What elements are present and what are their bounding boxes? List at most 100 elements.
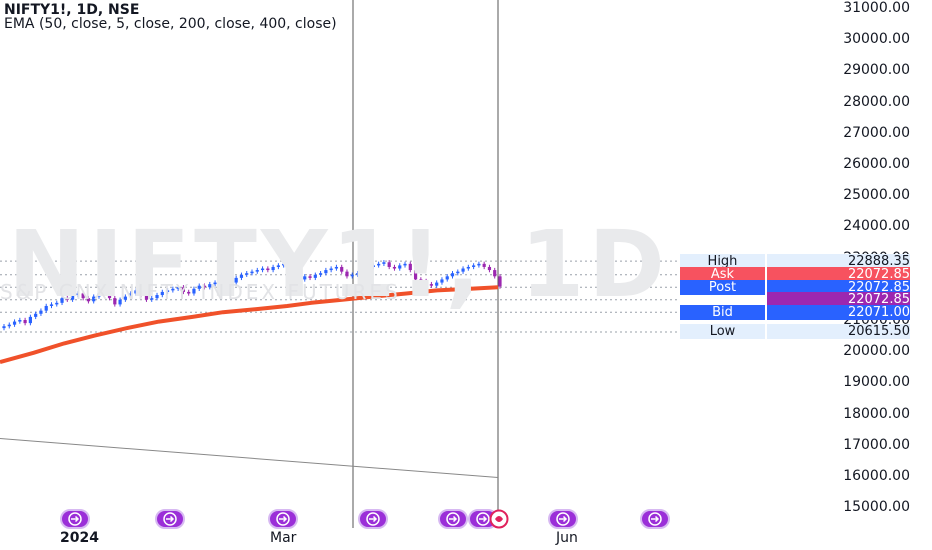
candle [345, 271, 349, 277]
price-tag-label: Bid [680, 304, 765, 320]
candle [435, 282, 439, 286]
candle [102, 291, 106, 294]
candle [218, 281, 222, 283]
candle [60, 298, 64, 303]
candle [81, 293, 85, 299]
candle [49, 304, 54, 306]
event-arrow-icon[interactable] [640, 509, 670, 529]
candle [55, 302, 59, 305]
candle [187, 291, 191, 294]
candle [76, 293, 80, 296]
price-tag-value: 20615.50 [767, 324, 910, 340]
price-tag-value: 22071.00 [767, 304, 910, 320]
candle [387, 262, 391, 267]
candle [487, 266, 492, 271]
candle [413, 270, 418, 280]
candle [197, 285, 201, 289]
candle [165, 290, 170, 292]
candle [260, 268, 265, 271]
candle [350, 274, 354, 277]
candle [287, 263, 291, 266]
candle [2, 326, 6, 329]
candle [139, 290, 143, 296]
candle [419, 279, 423, 281]
candle [271, 266, 275, 271]
price-tag-label: Post [680, 279, 765, 295]
y-tick-label: 28000.00 [843, 93, 910, 110]
x-tick-label: Jun [556, 530, 578, 546]
candle [266, 268, 270, 271]
candle [245, 273, 249, 275]
candle [424, 281, 428, 285]
candle [371, 265, 375, 267]
description-watermark: S&P CNX NIFTY INDEX FUTURES [0, 280, 401, 304]
candle [392, 266, 397, 269]
candle [329, 268, 333, 271]
candle [39, 310, 43, 314]
candle [12, 321, 17, 325]
candle [318, 273, 323, 275]
candle [34, 313, 38, 317]
candle [23, 320, 27, 324]
candle [92, 296, 96, 302]
candle [7, 324, 11, 327]
candle [208, 284, 212, 288]
candle [28, 316, 32, 324]
price-tag-value: 22072.85 [767, 292, 910, 308]
candle [445, 276, 449, 280]
earnings-icon[interactable] [486, 509, 512, 529]
candle [276, 265, 280, 267]
candle [192, 288, 196, 294]
candle [340, 266, 344, 272]
y-tick-label: 30000.00 [843, 31, 910, 48]
event-arrow-icon[interactable] [438, 509, 468, 529]
candle [224, 279, 228, 281]
ema-line [0, 285, 499, 365]
candle [292, 265, 296, 274]
candle [303, 276, 307, 280]
candle [493, 270, 497, 277]
candle [403, 263, 407, 266]
candle [472, 265, 476, 267]
y-tick-label: 29000.00 [843, 62, 910, 79]
price-tag-value: 22072.85 [767, 279, 910, 295]
price-tag-label: High [680, 253, 765, 269]
candle [181, 287, 186, 292]
event-arrow-icon[interactable] [548, 509, 578, 529]
candle [334, 266, 339, 269]
candle [308, 276, 312, 278]
candle [113, 298, 117, 305]
event-arrow-icon[interactable] [60, 509, 90, 529]
event-arrow-icon[interactable] [268, 509, 298, 529]
candle [456, 271, 460, 274]
candle [250, 271, 254, 274]
candle [297, 273, 302, 280]
price-tag-value: 22072.85 [767, 267, 910, 283]
candle [408, 263, 412, 271]
candle [355, 273, 360, 275]
candle [255, 270, 259, 272]
candle [202, 285, 207, 288]
candle [366, 266, 370, 271]
candle [229, 279, 233, 283]
symbol-header[interactable]: NIFTY1!, 1D, NSE [4, 2, 140, 18]
indicator-header[interactable]: EMA (50, close, 5, close, 200, close, 40… [4, 16, 337, 32]
candle [466, 266, 470, 269]
candle [129, 293, 133, 297]
event-arrow-icon[interactable] [358, 509, 388, 529]
candle [382, 262, 386, 264]
y-tick-label: 27000.00 [843, 124, 910, 141]
candle [65, 298, 69, 300]
y-tick-label: 26000.00 [843, 156, 910, 172]
y-tick-label: 31000.00 [843, 0, 910, 16]
candle [134, 290, 138, 294]
y-tick-label: 17000.00 [843, 436, 910, 453]
candle [440, 279, 444, 283]
candle [429, 284, 434, 286]
y-tick-label: 15000.00 [843, 499, 910, 516]
event-arrow-icon[interactable] [155, 509, 185, 529]
candle [313, 274, 317, 278]
candle [377, 263, 381, 266]
y-tick-label: 16000.00 [843, 468, 910, 484]
